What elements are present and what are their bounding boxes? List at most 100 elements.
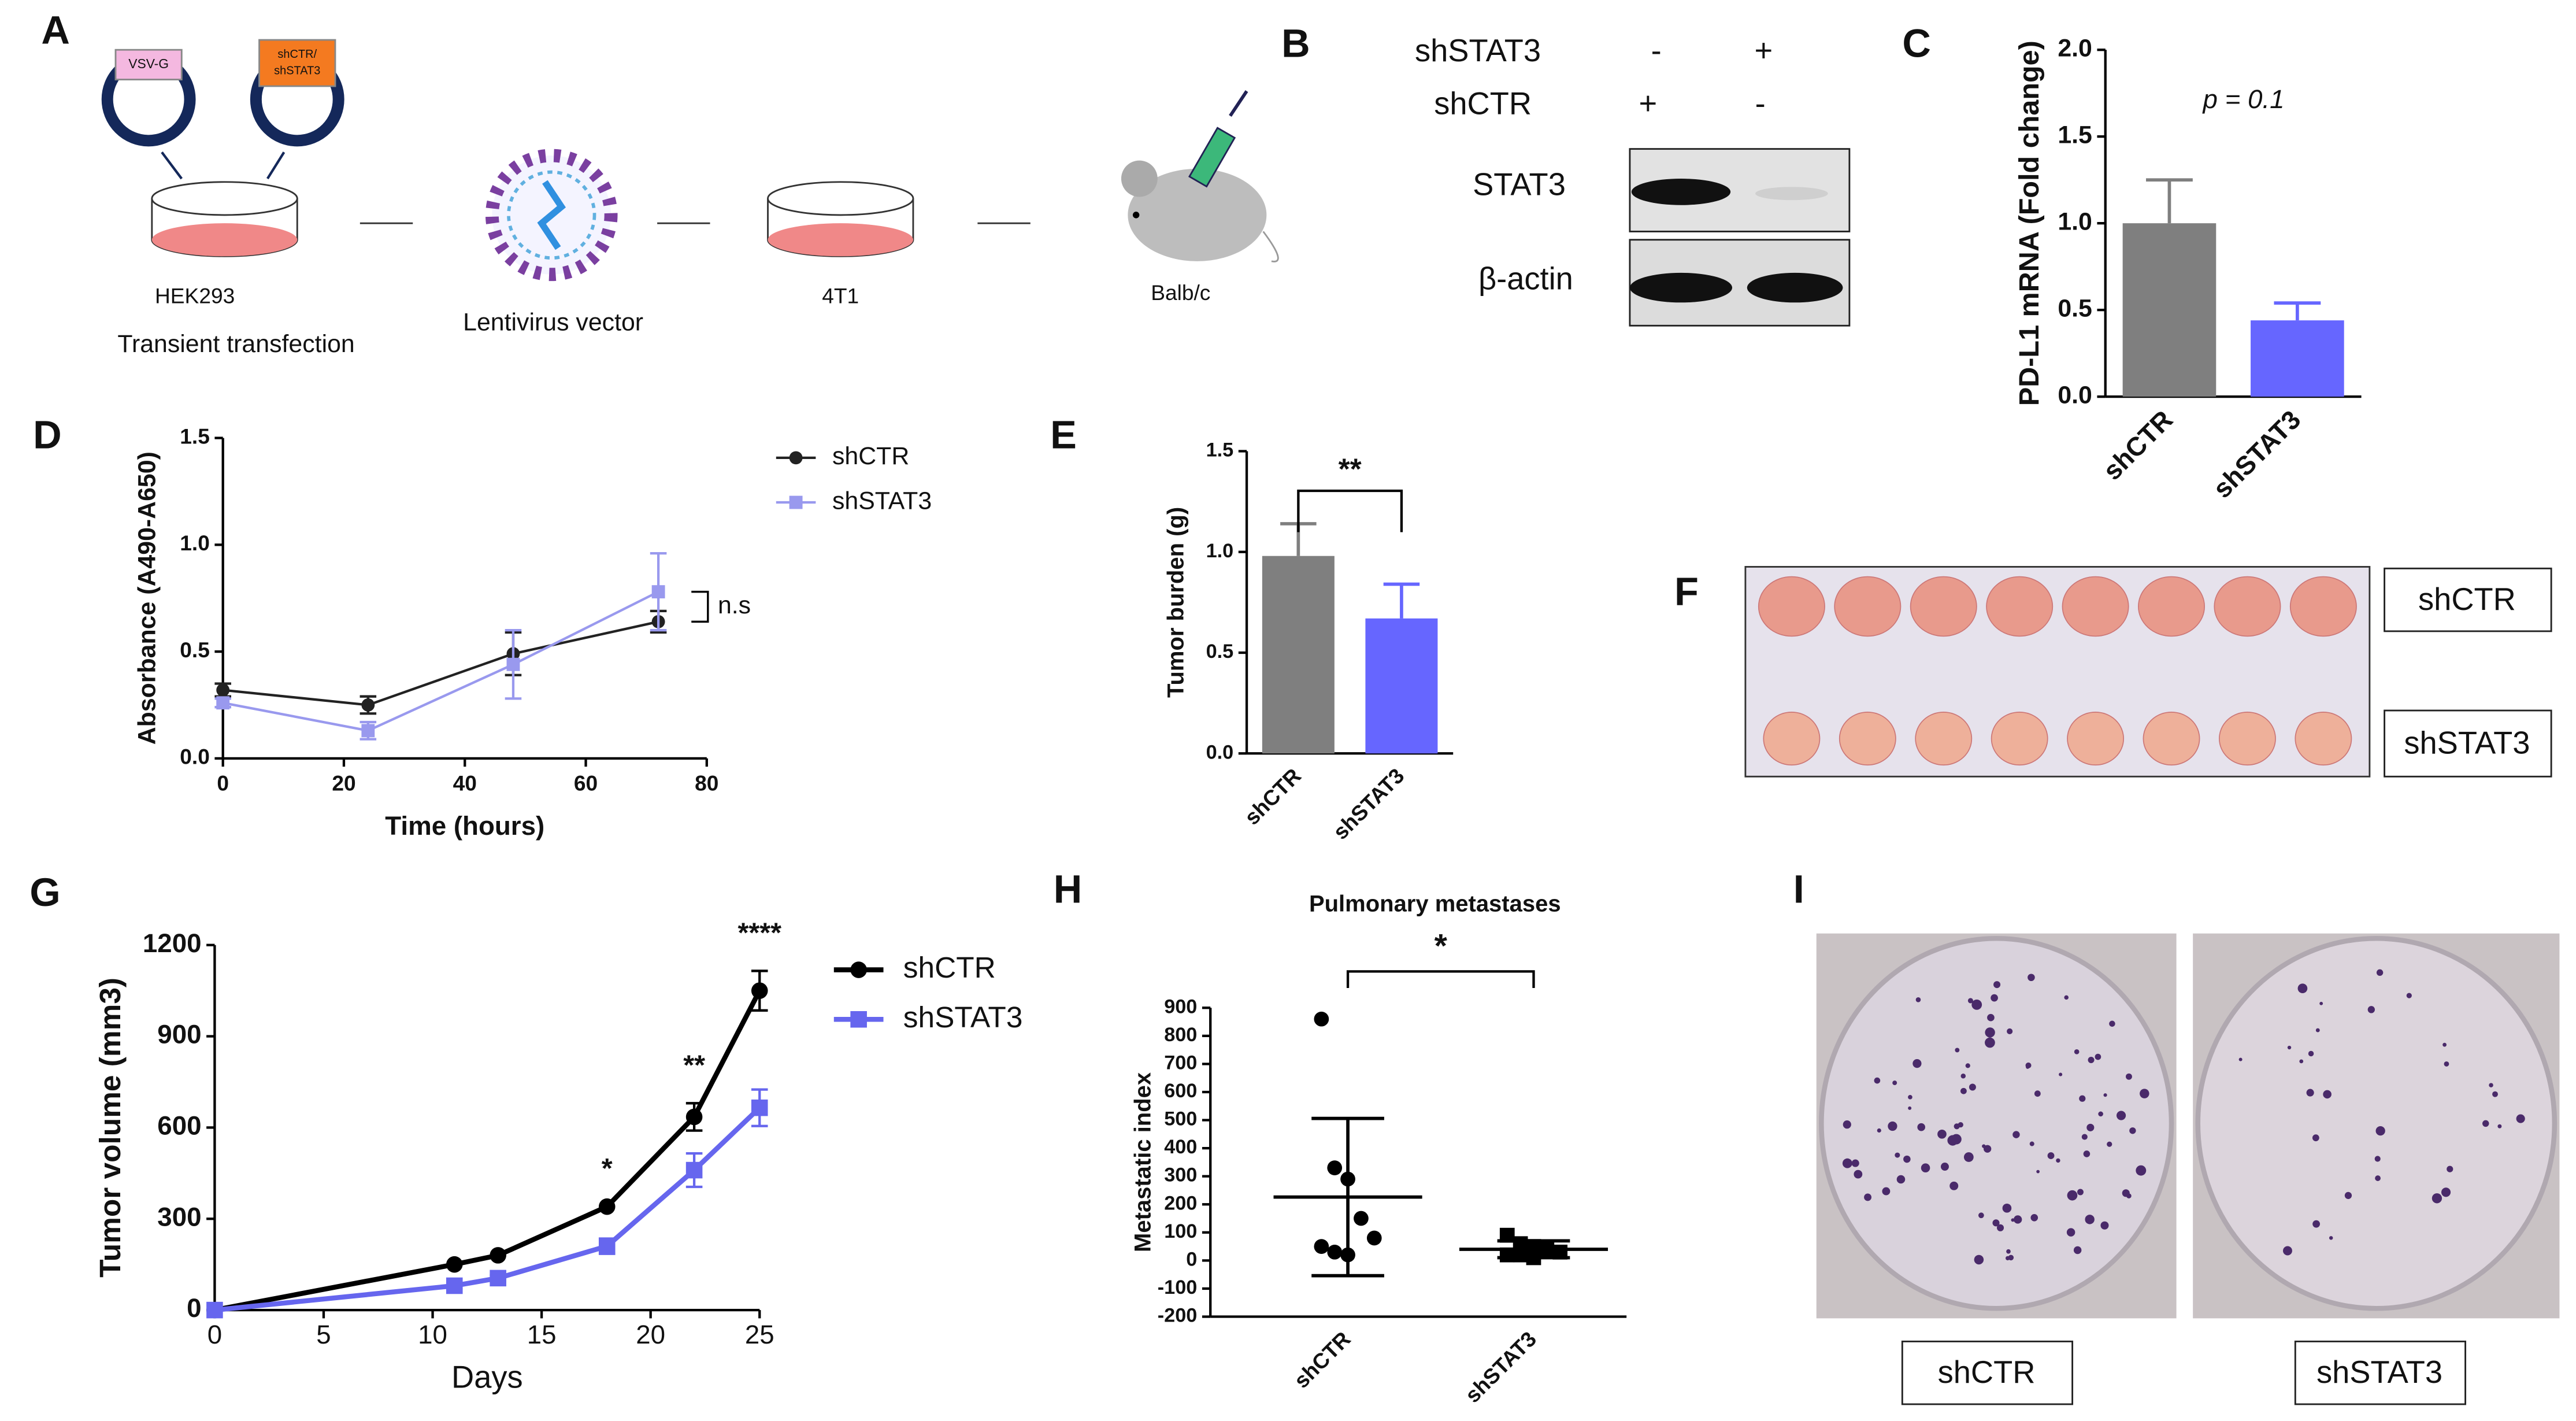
colony xyxy=(2079,1095,2086,1102)
marker xyxy=(651,585,665,599)
colony xyxy=(2107,1141,2112,1147)
blot-sign: + xyxy=(1754,33,1773,68)
y-tick-label: 900 xyxy=(157,1020,201,1049)
colony xyxy=(1892,1080,1897,1086)
marker xyxy=(446,1256,463,1273)
chart: 0.0 0.5 1.0 1.5 Tumor burden (g) shCTR shSTAT3… xyxy=(1163,439,1454,844)
legend-label: shSTAT3 xyxy=(832,487,932,515)
colony xyxy=(2367,1006,2375,1013)
marker xyxy=(685,1161,703,1179)
marker xyxy=(751,982,768,999)
colony xyxy=(2329,1236,2333,1240)
tumor xyxy=(2289,576,2357,637)
x-axis-label: Time (hours) xyxy=(385,811,544,841)
photo-label: shSTAT3 xyxy=(2316,1355,2442,1390)
label-box xyxy=(2294,1340,2467,1405)
x-tick-label: 5 xyxy=(316,1320,331,1349)
colony xyxy=(2447,1165,2453,1172)
colony xyxy=(2011,1218,2015,1222)
series-line xyxy=(214,1106,762,1313)
colony xyxy=(2315,1028,2320,1033)
y-tick-label: 0.0 xyxy=(1206,741,1234,763)
colony xyxy=(2047,1152,2055,1159)
colony xyxy=(2140,1089,2149,1098)
chart: -200 -100 0 100 200 300 400 500 600 700 800 900 Meta… xyxy=(1130,891,1627,1407)
marker xyxy=(598,1198,616,1215)
chart: 0 300 600 900 1200 Tumor volume (mm3) Days 0 5 10… xyxy=(93,917,1023,1394)
colony xyxy=(1992,1219,2000,1227)
y-tick-label: 0.5 xyxy=(1206,641,1234,663)
annotation: * xyxy=(602,1153,613,1184)
dish-label: HEK293 xyxy=(155,284,235,308)
marker xyxy=(216,683,230,697)
mouse-eye xyxy=(1132,212,1140,219)
y-tick-label: 1.5 xyxy=(180,424,210,448)
plate xyxy=(2195,935,2558,1311)
colony xyxy=(1908,1106,1912,1110)
tumor xyxy=(2214,576,2281,637)
band xyxy=(1755,187,1828,201)
colony xyxy=(2066,1228,2075,1237)
colony xyxy=(1971,999,1982,1010)
arrow xyxy=(266,151,286,180)
blot-row-label: shSTAT3 xyxy=(1415,33,1541,68)
colony xyxy=(2007,1028,2013,1035)
colony xyxy=(2073,1246,2082,1255)
y-tick-label: 700 xyxy=(1164,1052,1197,1074)
photo-label: shSTAT3 xyxy=(2404,725,2530,760)
marker xyxy=(506,657,520,671)
colony xyxy=(1951,1134,1962,1145)
colony xyxy=(2028,974,2035,982)
bar xyxy=(1262,556,1335,754)
panel-letter: D xyxy=(33,413,62,457)
label-box xyxy=(2384,709,2552,778)
insert-label: shSTAT3 xyxy=(274,65,320,77)
y-tick-label: 800 xyxy=(1164,1024,1197,1046)
legend-label: shSTAT3 xyxy=(903,1000,1023,1034)
insert-label: shCTR/ xyxy=(277,48,317,61)
series-line xyxy=(223,590,659,732)
colony xyxy=(2432,1193,2442,1204)
colony xyxy=(1854,1170,1863,1179)
colony xyxy=(2074,1049,2080,1054)
syringe xyxy=(1188,127,1236,188)
tumor xyxy=(1839,711,1896,766)
colony xyxy=(2287,1045,2292,1050)
colony xyxy=(1843,1120,1851,1129)
colony xyxy=(2103,1093,2107,1097)
colony xyxy=(2059,1072,2063,1076)
x-tick-label: 15 xyxy=(527,1320,557,1349)
band xyxy=(1631,179,1731,205)
colony xyxy=(1984,1145,1992,1153)
colony xyxy=(2109,1020,2115,1027)
colony xyxy=(2297,983,2308,994)
y-tick-label: -100 xyxy=(1158,1276,1198,1298)
bar xyxy=(2122,223,2217,397)
band xyxy=(1747,272,1843,303)
chart-title: Pulmonary metastases xyxy=(1309,891,1561,917)
tumor xyxy=(2067,711,2125,766)
insert xyxy=(258,39,336,87)
colony xyxy=(1978,1212,1984,1219)
colony xyxy=(2086,1123,2095,1131)
cells-label: 4T1 xyxy=(822,284,859,308)
colony xyxy=(1888,1121,1897,1131)
chart: 0.0 0.5 1.0 1.5 2.0 PD-L1 mRNA (Fold change) s… xyxy=(2014,34,2362,504)
annotation: n.s xyxy=(718,591,751,619)
colony xyxy=(2034,1090,2041,1097)
colony xyxy=(2083,1150,2091,1157)
colony xyxy=(2482,1120,2489,1127)
colony xyxy=(2282,1246,2292,1256)
x-tick-label: 20 xyxy=(636,1320,665,1349)
colony xyxy=(1991,994,1998,1002)
significance-bracket xyxy=(1297,489,1403,532)
colony xyxy=(1987,1013,1995,1022)
colony xyxy=(2030,1213,2038,1222)
panel-letter: E xyxy=(1050,413,1077,457)
label-box xyxy=(1901,1340,2074,1405)
colony xyxy=(1960,1073,1966,1079)
legend-label: shCTR xyxy=(903,950,996,984)
marker xyxy=(598,1238,616,1255)
marker xyxy=(216,696,230,710)
